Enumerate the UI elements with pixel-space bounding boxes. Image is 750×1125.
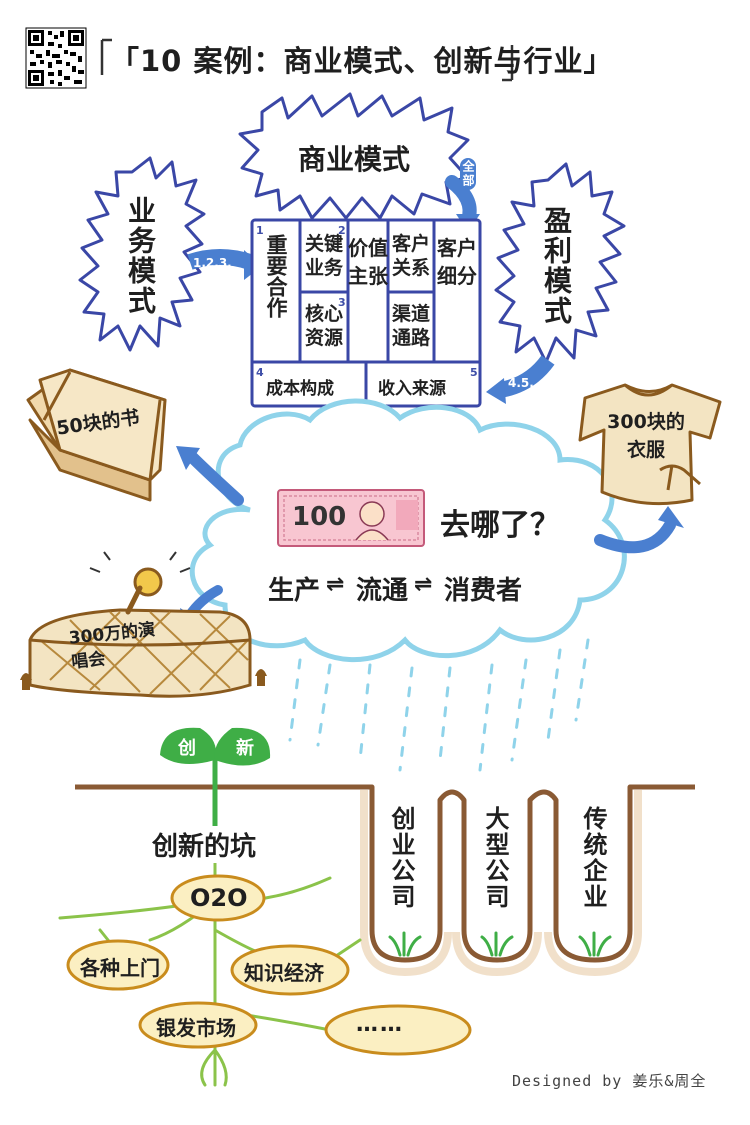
pod-knowledge — [230, 944, 350, 996]
cell-key-resources: 核心资源 — [304, 303, 343, 349]
profit-model-burst — [494, 162, 626, 364]
flow-arrow-1: ⇌ — [326, 572, 345, 597]
pod-door-to-door — [66, 939, 170, 991]
business-model-heading: 商业模式 — [298, 143, 411, 176]
microphone-icon — [89, 551, 191, 615]
pod-silver — [138, 1001, 258, 1049]
flow-circulation: 流通 — [356, 576, 409, 606]
flow-arrow-2: ⇌ — [414, 572, 433, 597]
cell-key-activities: 关键业务 — [304, 233, 343, 279]
concert-label: 300万的演唱会 — [67, 619, 157, 673]
profit-arrow-label: 4.5. — [508, 376, 534, 390]
banknote-icon — [277, 489, 425, 547]
cell-customer-segments: 客户细分 — [437, 236, 477, 288]
business-arrow-label: 1.2.3. — [193, 256, 232, 270]
door-to-door-label: 各种上门 — [80, 956, 160, 980]
cell-channels: 渠道通路 — [391, 303, 430, 349]
stadium-icon — [28, 608, 252, 698]
innovation-pit-label: 创新的坑 — [148, 826, 261, 863]
grass-icon — [388, 931, 612, 957]
flow-consumer: 消费者 — [444, 576, 523, 606]
business-model-burst — [238, 92, 470, 220]
pod-more — [324, 1004, 472, 1056]
business-model-canvas — [250, 218, 482, 408]
page-title: 「10 案例：商业模式、创新与行业」 — [110, 44, 614, 78]
book-stack-icon — [26, 368, 167, 502]
cell-cost-structure: 成本构成 — [266, 379, 334, 399]
leaf-right-label: 新 — [236, 738, 254, 759]
cell-value-proposition: 价值主张 — [348, 236, 388, 288]
pit-startup: 创业公司 — [387, 806, 415, 910]
qr-code-icon — [25, 27, 87, 89]
all-label: 全部 — [460, 158, 476, 190]
cell-revenue-streams: 收入来源 — [378, 379, 446, 399]
cell-num-4: 4 — [256, 366, 264, 379]
cell-key-partners: 重要合作 — [264, 234, 288, 318]
cell-num-2: 2 — [338, 224, 346, 237]
pod-o2o — [170, 874, 266, 922]
cell-num-3: 3 — [338, 296, 346, 309]
sprout-icon — [160, 727, 271, 830]
flow-production: 生产 — [268, 576, 321, 606]
business-ops-heading: 业务模式 — [124, 196, 157, 316]
o2o-label: O2O — [190, 884, 248, 912]
pit-large-company: 大型公司 — [481, 806, 509, 910]
more-label: …… — [356, 1012, 404, 1037]
credit-text: Designed by 姜乐&周全 — [512, 1072, 707, 1090]
cell-num-1: 1 — [256, 224, 264, 237]
business-ops-burst — [78, 156, 206, 352]
profit-model-heading: 盈利模式 — [540, 206, 573, 326]
soil-line — [75, 784, 695, 963]
cell-num-5: 5 — [470, 366, 478, 379]
silver-market-label: 银发市场 — [156, 1016, 236, 1040]
leaf-left-label: 创 — [178, 738, 196, 759]
shirt-icon — [578, 383, 722, 506]
pit-traditional: 传统企业 — [579, 806, 607, 910]
question-text: 去哪了？ — [440, 508, 560, 543]
banknote-value: 100 — [292, 502, 347, 532]
rain-drops — [288, 638, 590, 772]
knowledge-economy-label: 知识经济 — [244, 961, 324, 985]
cell-customer-relations: 客户关系 — [391, 233, 430, 279]
tree-icon — [20, 669, 267, 690]
clothes-label: 300块的衣服 — [607, 411, 685, 461]
